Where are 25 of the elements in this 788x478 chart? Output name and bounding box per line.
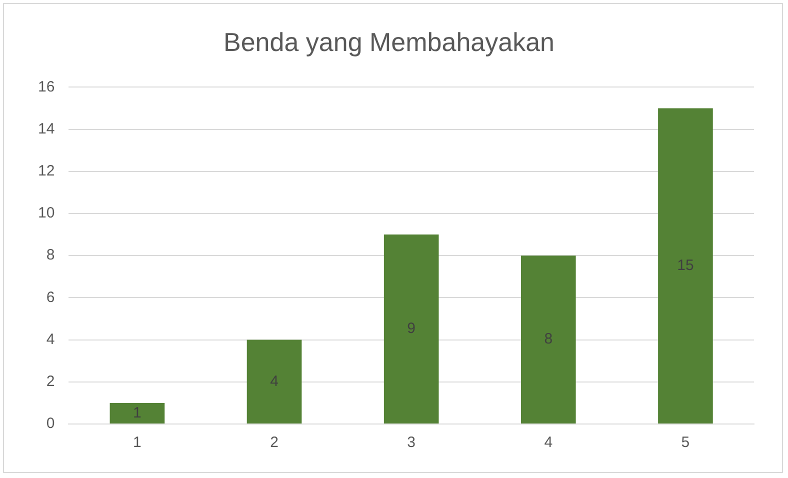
bar	[658, 108, 713, 424]
data-label: 4	[270, 372, 278, 390]
y-tick-label: 4	[46, 330, 55, 348]
x-tick-label: 1	[133, 434, 142, 452]
y-tick-label: 10	[38, 204, 55, 222]
y-tick-label: 0	[46, 415, 55, 432]
y-tick-label: 2	[46, 373, 55, 390]
chart-title: Benda yang Membahayakan	[223, 26, 555, 57]
x-tick-label: 2	[270, 434, 278, 452]
y-tick-label: 14	[38, 120, 55, 138]
x-tick-label: 5	[681, 434, 690, 452]
data-label: 9	[407, 320, 416, 338]
y-tick-label: 8	[46, 246, 55, 264]
y-tick-label: 6	[46, 288, 55, 306]
y-tick-label: 12	[38, 162, 55, 180]
bar	[110, 402, 165, 424]
x-tick-label: 4	[544, 434, 553, 452]
y-tick-label: 16	[38, 78, 55, 96]
data-label: 1	[133, 404, 142, 422]
bar	[246, 340, 302, 424]
bar	[520, 256, 576, 424]
x-tick-label: 3	[407, 434, 416, 452]
data-label: 8	[544, 330, 553, 348]
bar	[384, 234, 439, 424]
data-label: 15	[677, 257, 694, 274]
